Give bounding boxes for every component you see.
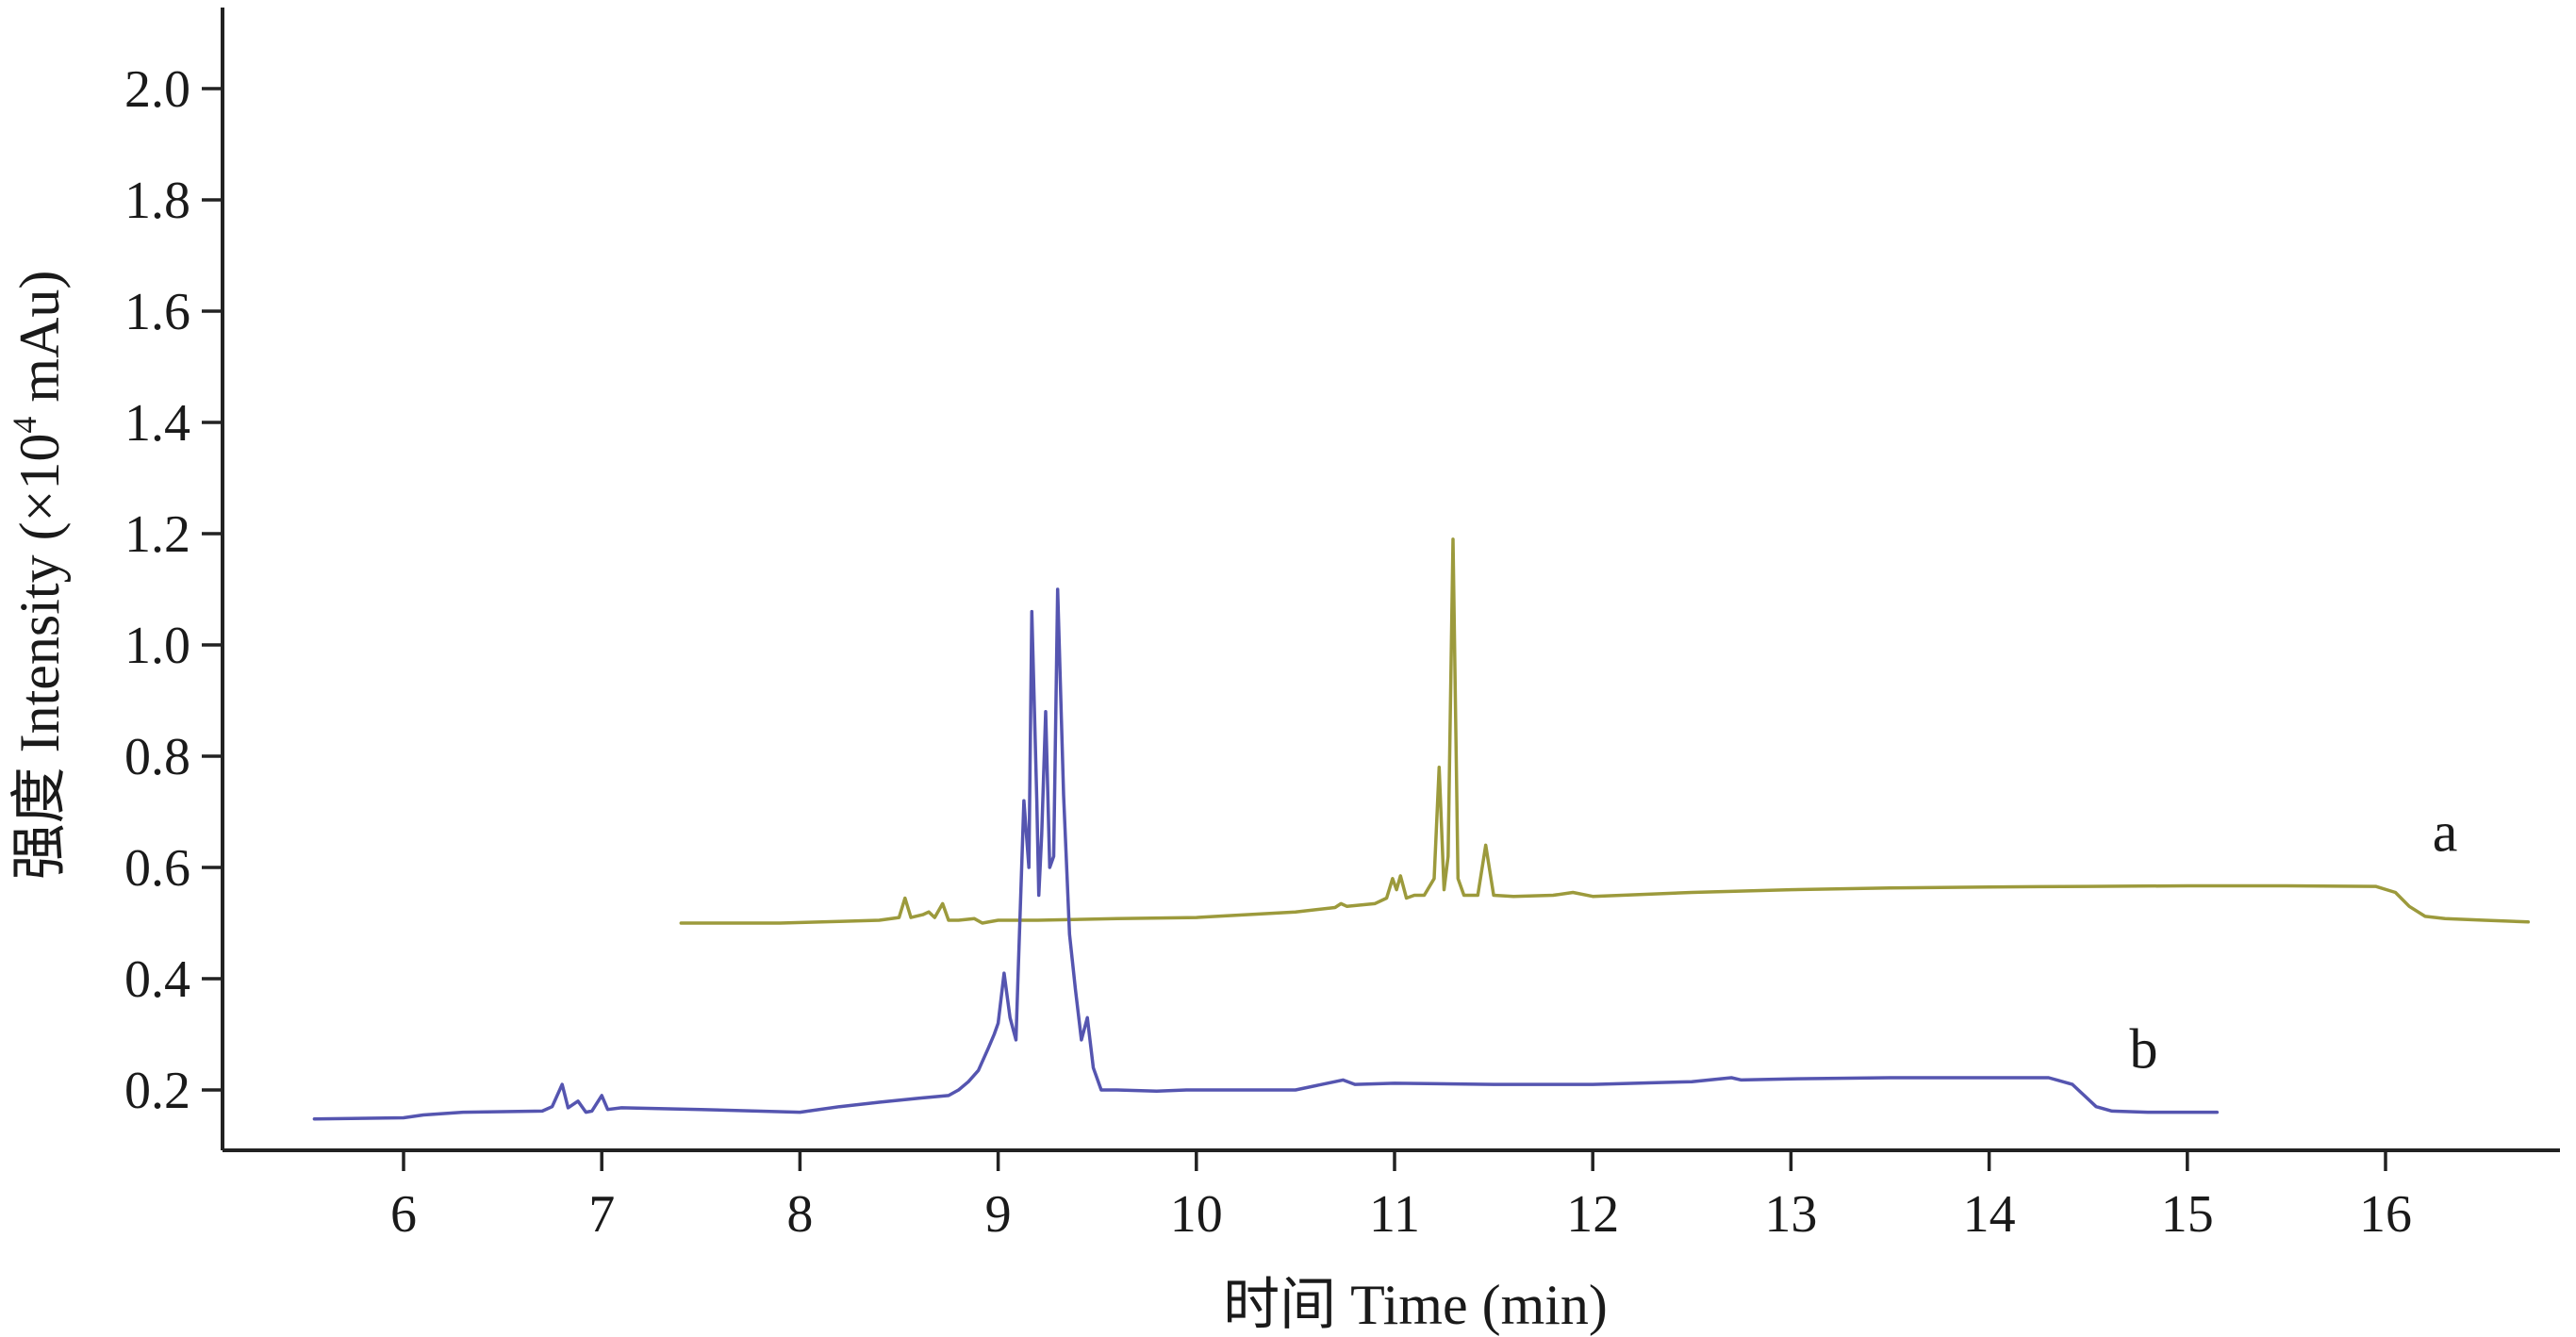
y-tick-label: 0.8 — [124, 728, 190, 786]
y-tick-label: 1.8 — [124, 172, 190, 230]
y-tick-label: 2.0 — [124, 60, 190, 119]
x-tick-label: 13 — [1764, 1185, 1817, 1244]
x-axis-title: 时间 Time (min) — [1223, 1274, 1608, 1336]
y-tick-label: 1.4 — [124, 394, 190, 453]
y-tick-label: 0.4 — [124, 950, 190, 1009]
y-axis-title-suffix: mAu) — [8, 271, 71, 417]
y-axis-title: 强度 Intensity (×104 mAu) — [6, 271, 71, 881]
x-tick-label: 8 — [786, 1185, 813, 1244]
y-tick-label: 0.6 — [124, 839, 190, 898]
y-axis-ticks: 0.2 0.4 0.6 0.8 1.0 1.2 1.4 1.6 1.8 2.0 — [124, 60, 223, 1120]
x-tick-label: 9 — [985, 1185, 1012, 1244]
y-tick-label: 1.6 — [124, 283, 190, 341]
x-axis-ticks: 6 7 8 9 10 11 12 13 14 15 16 — [390, 1150, 2412, 1244]
x-tick-label: 6 — [390, 1185, 417, 1244]
y-tick-label: 1.0 — [124, 617, 190, 675]
x-tick-label: 12 — [1566, 1185, 1619, 1244]
x-tick-label: 15 — [2161, 1185, 2214, 1244]
x-tick-label: 7 — [588, 1185, 615, 1244]
x-tick-label: 11 — [1369, 1185, 1420, 1244]
trace-label-a: a — [2433, 801, 2458, 863]
trace-labels: ab — [2130, 801, 2458, 1080]
x-tick-label: 16 — [2359, 1185, 2412, 1244]
x-tick-label: 10 — [1170, 1185, 1223, 1244]
axes — [221, 8, 2560, 1152]
chromatogram-traces — [312, 537, 2531, 1121]
y-axis-title-prefix: 强度 Intensity (×10 — [8, 434, 71, 881]
y-tick-label: 1.2 — [124, 505, 190, 564]
trace-label-b: b — [2130, 1017, 2158, 1080]
y-tick-label: 0.2 — [124, 1062, 190, 1120]
trace-b — [312, 587, 2220, 1121]
x-tick-label: 14 — [1963, 1185, 2016, 1244]
trace-a — [679, 537, 2531, 925]
y-axis-title-exponent: 4 — [6, 417, 43, 434]
